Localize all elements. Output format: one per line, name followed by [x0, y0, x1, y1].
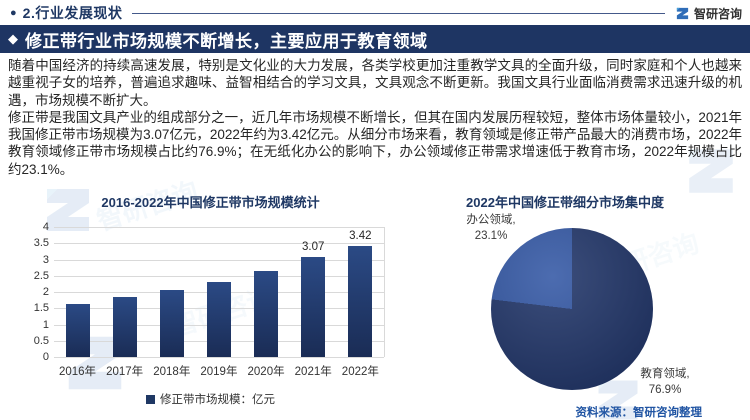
pie-label-education-name: 教育领域, — [640, 368, 690, 380]
pie-label-office-name: 办公领域, — [466, 214, 516, 226]
bar-plot-area: 4 3.5 3 2.5 2 1.5 1 0.5 0 3.07 3.42 — [34, 221, 385, 363]
x-axis-tick-label: 2020年 — [247, 366, 285, 378]
y-axis-tick-label: 1.5 — [33, 302, 49, 315]
bar — [65, 304, 90, 357]
bullet-icon: ● — [10, 6, 17, 19]
y-axis-tick-label: 3.5 — [33, 237, 49, 250]
x-axis-tick-label: 2016年 — [58, 366, 97, 378]
y-axis-tick-label: 2.5 — [33, 269, 49, 282]
y-axis-tick-label: 0 — [42, 351, 49, 363]
brand-logo-icon — [676, 7, 689, 19]
banner: ◆ 修正带行业市场规模不断增长，主要应用于教育领域 — [0, 25, 750, 53]
paragraph: 随着中国经济的持续高速发展，特别是文化业的大力发展，各类学校更加注重教学文具的全… — [8, 58, 742, 108]
source-note: 资料来源：智研咨询整理 — [575, 407, 703, 419]
body-text: 随着中国经济的持续高速发展，特别是文化业的大力发展，各类学校更加注重教学文具的全… — [8, 57, 742, 178]
gridline — [54, 275, 384, 277]
y-axis-tick-label: 1 — [42, 318, 49, 331]
gridline — [54, 259, 384, 261]
gridline — [54, 227, 384, 228]
brand-logo: 智研咨询 — [675, 5, 742, 22]
pie-graphic — [491, 228, 653, 390]
section-title: 2.行业发展现状 — [22, 5, 123, 21]
pie-chart: 2022年中国修正带细分市场集中度 办公领域, 23.1% 教育领域, 76.9… — [410, 188, 720, 420]
y-axis-tick-label: 2 — [42, 286, 49, 298]
x-axis-tick-label: 2021年 — [294, 366, 332, 378]
legend-label: 修正带市场规模：亿元 — [160, 394, 275, 406]
charts-row: 2016-2022年中国修正带市场规模统计 4 3.5 3 2.5 2 1.5 1 0.5 0 3… — [0, 188, 750, 420]
gridline — [54, 357, 384, 358]
bar — [207, 282, 231, 357]
pie-label-education: 教育领域, 76.9% — [622, 366, 708, 398]
bar-chart-title: 2016-2022年中国修正带市场规模统计 — [101, 195, 320, 210]
bar — [112, 297, 137, 357]
bar-value-label: 3.42 — [349, 229, 372, 242]
banner-title: 修正带行业市场规模不断增长，主要应用于教育领域 — [25, 31, 428, 51]
x-axis-tick-label: 2017年 — [106, 366, 144, 378]
x-axis-tick-label: 2019年 — [200, 366, 238, 378]
bar — [301, 257, 326, 357]
pie-label-office: 办公领域, 23.1% — [448, 212, 534, 244]
bar-value-label: 3.07 — [302, 241, 325, 254]
diamond-icon: ◆ — [8, 31, 18, 46]
bar — [159, 290, 184, 357]
y-axis-tick-label: 3 — [42, 253, 49, 266]
legend-marker — [146, 394, 155, 404]
y-axis-tick-label: 4 — [42, 221, 49, 233]
bar — [348, 245, 373, 357]
pie-label-office-value: 23.1% — [474, 230, 508, 242]
pie-label-education-value: 76.9% — [648, 384, 682, 396]
bar-chart: 2016-2022年中国修正带市场规模统计 4 3.5 3 2.5 2 1.5 1 0.5 0 3… — [18, 188, 403, 420]
gridline — [54, 243, 384, 245]
bar-legend: 修正带市场规模：亿元 — [18, 391, 403, 407]
header-divider — [132, 12, 665, 14]
page-header: ● 2.行业发展现状 智研咨询 — [10, 4, 742, 22]
bar — [254, 270, 279, 357]
brand-name: 智研咨询 — [693, 6, 742, 21]
paragraph: 修正带是我国文具产业的组成部分之一，近几年市场规模不断增长，但其在国内发展历程较… — [8, 109, 742, 177]
pie-chart-title: 2022年中国修正带细分市场集中度 — [466, 195, 664, 210]
y-axis-tick-label: 0.5 — [33, 334, 49, 347]
x-axis-tick-label: 2022年 — [341, 366, 379, 378]
x-axis-tick-label: 2018年 — [153, 366, 191, 378]
